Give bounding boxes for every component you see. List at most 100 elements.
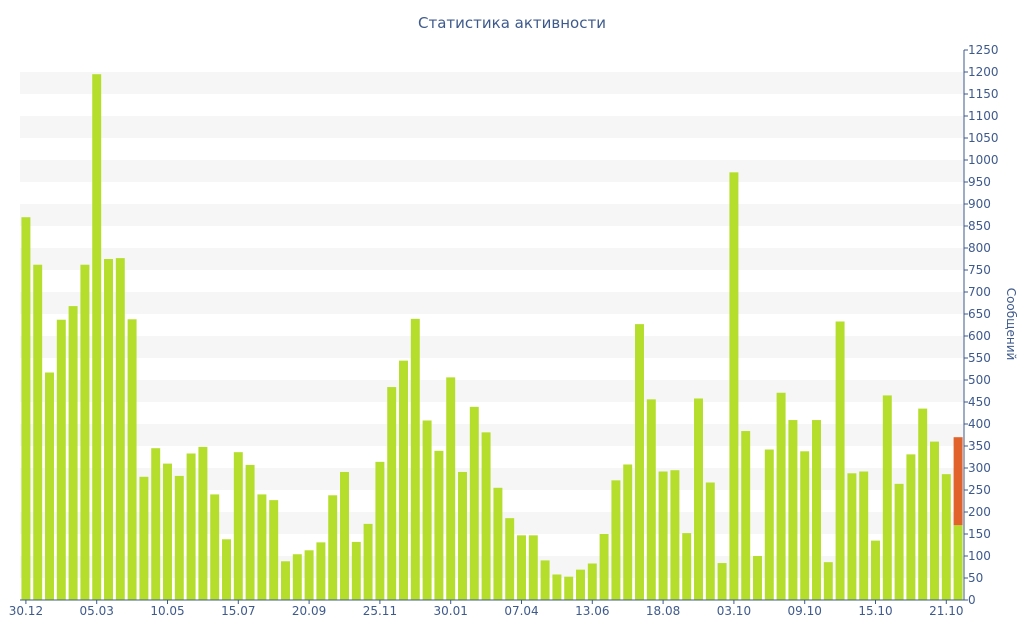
bar	[705, 482, 715, 600]
y-tick-label: 450	[968, 395, 991, 409]
bar	[422, 420, 432, 600]
bar	[174, 475, 184, 600]
x-tick-label: 09.10	[788, 604, 822, 618]
bar	[918, 408, 928, 600]
y-axis: 0 50 100 150 200 250 300 350 400 450 500 550 600 650 7…	[963, 43, 999, 607]
x-tick-label: 21.10	[929, 604, 963, 618]
y-tick-label: 0	[968, 593, 976, 607]
bar	[257, 494, 267, 600]
grid-band	[20, 160, 964, 182]
y-tick-label: 1200	[968, 65, 999, 79]
bar	[56, 319, 66, 600]
bar	[363, 523, 373, 600]
y-tick-label: 550	[968, 351, 991, 365]
chart-title: Статистика активности	[418, 14, 606, 32]
y-tick-label: 400	[968, 417, 991, 431]
bar	[458, 471, 467, 600]
bar	[375, 461, 385, 600]
bar	[434, 450, 444, 600]
bar	[823, 562, 833, 600]
bar	[753, 556, 762, 600]
grid-band	[20, 292, 964, 314]
bar	[800, 451, 810, 600]
y-axis-title: Сообщений	[1004, 288, 1018, 361]
bar	[45, 372, 54, 600]
y-tick-label: 100	[968, 549, 991, 563]
bar	[222, 539, 231, 600]
bar	[68, 306, 78, 600]
y-tick-label: 1000	[968, 153, 999, 167]
x-tick-label: 25.11	[363, 604, 397, 618]
bar	[788, 420, 798, 600]
bar	[670, 470, 680, 600]
bar	[21, 217, 31, 600]
bar	[505, 518, 515, 600]
bar	[269, 500, 279, 600]
bar	[564, 576, 574, 600]
y-tick-label: 1050	[968, 131, 999, 145]
bar	[528, 535, 538, 600]
grid-band	[20, 72, 964, 94]
bar	[859, 471, 869, 600]
bar	[245, 464, 255, 600]
bar	[328, 495, 338, 600]
bar	[882, 395, 892, 600]
bar	[351, 541, 361, 600]
y-tick-label: 1150	[968, 87, 999, 101]
y-tick-label: 500	[968, 373, 991, 387]
grid-band	[20, 116, 964, 138]
y-tick-label: 350	[968, 439, 991, 453]
grid-band	[20, 512, 964, 534]
y-tick-label: 250	[968, 483, 991, 497]
bar	[33, 264, 43, 600]
grid-band	[20, 380, 964, 402]
bar	[340, 471, 349, 600]
bar	[446, 377, 456, 600]
bar	[410, 318, 420, 600]
y-tick-label: 900	[968, 197, 991, 211]
y-tick-label: 1100	[968, 109, 999, 123]
bar	[835, 321, 845, 600]
y-tick-label: 1250	[968, 43, 999, 57]
bar	[198, 446, 208, 600]
bar	[930, 441, 939, 600]
bar	[469, 406, 479, 600]
y-tick-label: 850	[968, 219, 991, 233]
bar	[517, 535, 526, 600]
bar	[80, 264, 90, 600]
bar	[847, 473, 857, 600]
bar	[635, 324, 644, 600]
x-tick-label: 18.08	[646, 604, 680, 618]
bar	[552, 574, 562, 600]
bar	[894, 483, 904, 600]
x-tick-label: 13.06	[575, 604, 609, 618]
bar	[717, 563, 727, 600]
bar	[210, 494, 220, 600]
bar	[871, 540, 880, 600]
bar	[646, 399, 656, 600]
x-tick-label: 30.01	[434, 604, 468, 618]
bar	[92, 74, 102, 600]
bar	[127, 319, 137, 600]
bar	[281, 561, 290, 600]
bar	[611, 480, 621, 600]
bar	[304, 550, 314, 600]
y-tick-label: 600	[968, 329, 991, 343]
x-tick-label: 15.10	[858, 604, 892, 618]
bar	[658, 471, 668, 600]
bar	[151, 448, 161, 600]
bar	[776, 392, 786, 600]
y-tick-label: 950	[968, 175, 991, 189]
bar	[104, 259, 113, 600]
bar	[387, 387, 397, 600]
bar	[139, 476, 149, 600]
x-tick-label: 15.07	[221, 604, 255, 618]
grid-band	[20, 204, 964, 226]
y-tick-label: 300	[968, 461, 991, 475]
x-tick-label: 30.12	[9, 604, 43, 618]
bar	[953, 525, 963, 600]
bar	[741, 431, 751, 600]
bar	[115, 258, 125, 600]
bar	[316, 542, 326, 600]
